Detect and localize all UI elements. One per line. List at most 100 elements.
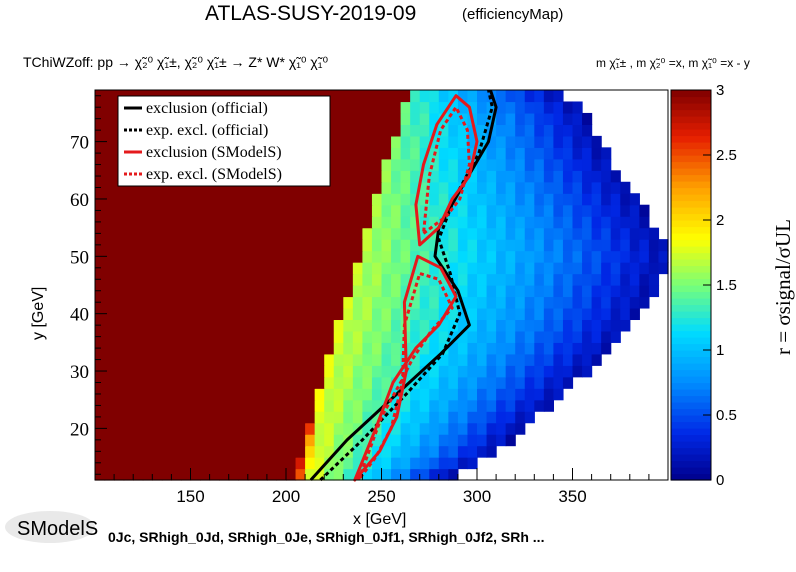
- heatmap-cell: [477, 250, 488, 263]
- heatmap-cell: [572, 273, 583, 286]
- heatmap-cell: [534, 147, 545, 160]
- heatmap-cell: [114, 250, 125, 263]
- heatmap-cell: [286, 239, 297, 252]
- heatmap-cell: [200, 307, 211, 321]
- colorbar-segment: [671, 395, 711, 403]
- heatmap-cell: [381, 388, 392, 401]
- heatmap-cell: [591, 250, 602, 263]
- heatmap-cell: [457, 434, 469, 447]
- heatmap-cell: [534, 193, 545, 206]
- heatmap-cell: [190, 342, 201, 355]
- heatmap-cell: [343, 296, 354, 309]
- heatmap-cell: [314, 376, 325, 389]
- heatmap-cell: [505, 101, 516, 114]
- heatmap-cell: [247, 307, 258, 321]
- heatmap-cell: [658, 262, 669, 275]
- heatmap-cell: [114, 422, 125, 435]
- heatmap-cell: [343, 422, 354, 435]
- heatmap-cell: [477, 296, 488, 309]
- heatmap-cell: [219, 227, 230, 240]
- heatmap-cell: [314, 411, 325, 424]
- heatmap-cell: [257, 399, 268, 412]
- heatmap-cell: [496, 307, 507, 321]
- heatmap-cell: [266, 319, 278, 332]
- heatmap-cell: [524, 181, 535, 194]
- heatmap-cell: [324, 285, 335, 298]
- heatmap-cell: [562, 307, 574, 321]
- heatmap-cell: [171, 342, 182, 355]
- heatmap-cell: [610, 239, 621, 252]
- heatmap-cell: [371, 273, 383, 286]
- heatmap-cell: [448, 216, 459, 229]
- heatmap-cell: [352, 204, 363, 217]
- heatmap-cell: [200, 216, 211, 229]
- heatmap-cell: [620, 227, 631, 240]
- heatmap-cell: [228, 365, 239, 378]
- heatmap-cell: [505, 330, 516, 343]
- heatmap-cell: [496, 422, 507, 435]
- heatmap-cell: [391, 158, 402, 171]
- heatmap-cell: [486, 273, 497, 286]
- colorbar-segment: [671, 421, 711, 429]
- heatmap-cell: [133, 422, 144, 435]
- heatmap-cell: [496, 135, 507, 148]
- heatmap-cell: [247, 273, 258, 286]
- heatmap-cell: [314, 273, 325, 286]
- colorbar-tick-label: 3: [716, 82, 724, 99]
- heatmap-cell: [123, 434, 134, 447]
- heatmap-cell: [496, 399, 507, 412]
- colorbar-segment: [671, 213, 711, 221]
- heatmap-cell: [572, 147, 583, 160]
- heatmap-cell: [200, 296, 211, 309]
- heatmap-cell: [219, 239, 230, 252]
- heatmap-cell: [161, 216, 172, 229]
- heatmap-cell: [457, 342, 469, 355]
- heatmap-cell: [257, 365, 268, 378]
- heatmap-cell: [343, 227, 354, 240]
- heatmap-cell: [629, 216, 640, 229]
- colorbar-segment: [671, 408, 711, 416]
- heatmap-cell: [620, 262, 631, 275]
- heatmap-cell: [123, 376, 134, 389]
- heatmap-cell: [219, 273, 230, 286]
- heatmap-cell: [400, 158, 411, 171]
- heatmap-cell: [286, 457, 297, 470]
- heatmap-cell: [620, 204, 631, 217]
- heatmap-cell: [286, 422, 297, 435]
- heatmap-cell: [448, 101, 459, 114]
- heatmap-cell: [190, 422, 201, 435]
- heatmap-cell: [324, 319, 335, 332]
- heatmap-cell: [200, 262, 211, 275]
- heatmap-cell: [161, 273, 172, 286]
- heatmap-cell: [247, 434, 258, 447]
- heatmap-cell: [524, 193, 535, 206]
- legend-entry: exclusion (SModelS): [146, 144, 282, 161]
- heatmap-cell: [477, 181, 488, 194]
- heatmap-cell: [438, 147, 449, 160]
- contour-exclusion-smodels: [353, 254, 458, 482]
- heatmap-cell: [457, 353, 469, 366]
- heatmap-cell: [534, 285, 545, 298]
- colorbar-segment: [671, 109, 711, 117]
- heatmap-cell: [238, 250, 249, 263]
- heatmap-cell: [257, 353, 268, 366]
- heatmap-cell: [190, 365, 201, 378]
- heatmap-cell: [180, 468, 192, 481]
- heatmap-cell: [142, 193, 153, 206]
- heatmap-cell: [228, 411, 239, 424]
- heatmap-cell: [142, 445, 153, 458]
- heatmap-cell: [543, 285, 554, 298]
- heatmap-cell: [190, 250, 201, 263]
- heatmap-cell: [629, 296, 640, 309]
- heatmap-cell: [200, 227, 211, 240]
- heatmap-cell: [352, 296, 363, 309]
- heatmap-cell: [209, 330, 220, 343]
- colorbar-segment: [671, 246, 711, 254]
- heatmap-cell: [142, 388, 153, 401]
- heatmap-cell: [591, 285, 602, 298]
- heatmap-cell: [228, 342, 239, 355]
- heatmap-cell: [601, 193, 612, 206]
- heatmap-cell: [505, 124, 516, 137]
- heatmap-cell: [515, 376, 526, 389]
- heatmap-cell: [247, 445, 258, 458]
